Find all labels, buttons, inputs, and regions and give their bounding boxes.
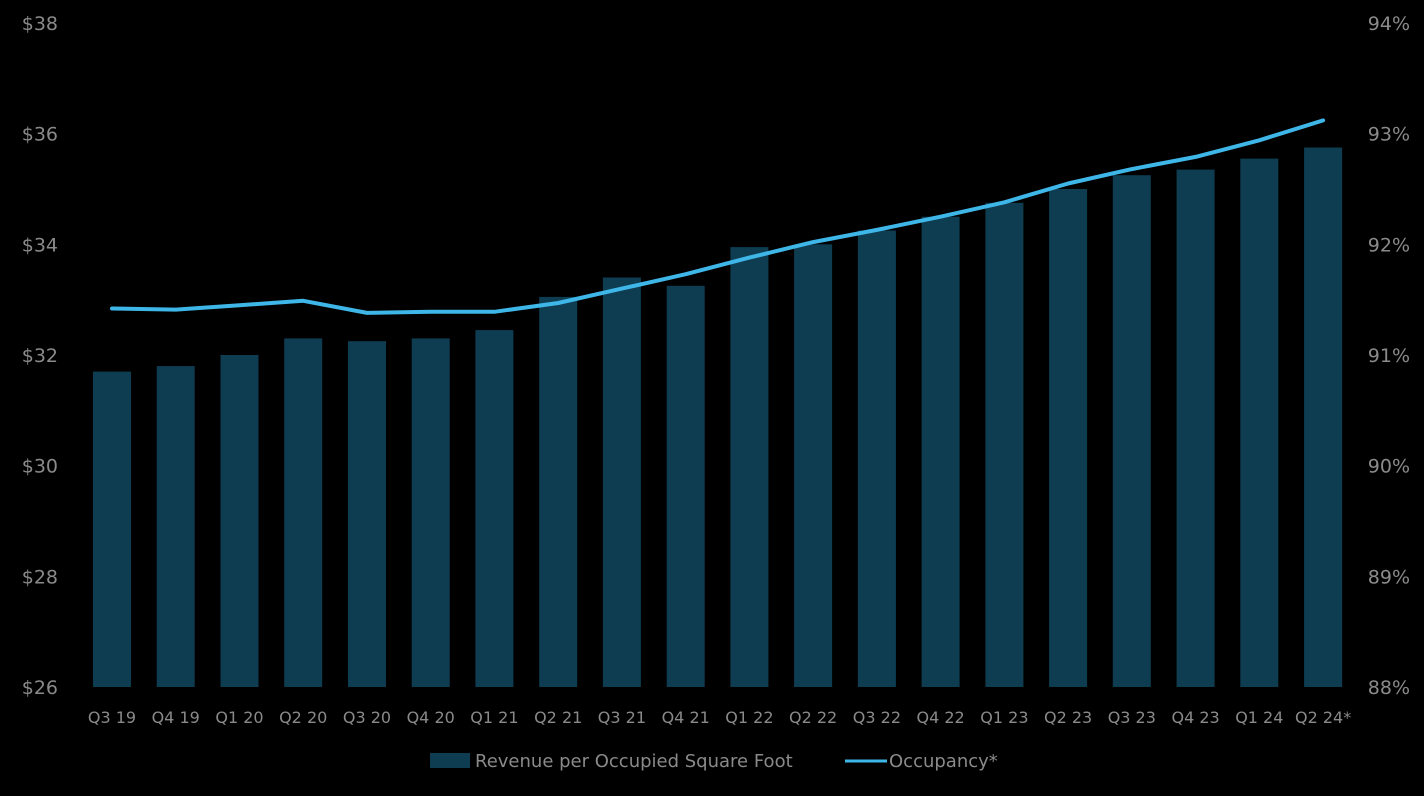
bar-q4-20	[412, 338, 450, 687]
bar-q3-19	[93, 372, 131, 687]
right-tick-label: 90%	[1368, 456, 1410, 478]
x-tick-label: Q4 20	[407, 708, 455, 727]
right-tick-label: 89%	[1368, 566, 1410, 588]
x-tick-label: Q4 21	[662, 708, 710, 727]
bar-q2-24	[1304, 148, 1342, 688]
x-tick-label: Q2 21	[534, 708, 582, 727]
bar-q1-21	[475, 330, 513, 687]
right-tick-label: 94%	[1368, 13, 1410, 35]
x-tick-label: Q1 21	[470, 708, 518, 727]
left-tick-label: $38	[22, 13, 58, 35]
left-tick-label: $36	[22, 124, 58, 146]
bar-q2-23	[1049, 189, 1087, 687]
bar-q1-22	[730, 247, 768, 687]
legend-label-revenue: Revenue per Occupied Square Foot	[475, 751, 793, 772]
x-tick-label: Q1 20	[215, 708, 263, 727]
bar-q4-19	[157, 366, 195, 687]
bar-q1-23	[985, 203, 1023, 687]
bar-q4-23	[1177, 170, 1215, 687]
x-tick-label: Q1 24	[1235, 708, 1283, 727]
left-tick-label: $30	[22, 456, 58, 478]
legend-label-occupancy: Occupancy*	[889, 751, 998, 772]
x-tick-label: Q2 20	[279, 708, 327, 727]
bar-q3-22	[858, 231, 896, 688]
left-axis: $26 $28 $30 $32 $34 $36 $38	[22, 13, 58, 699]
bar-q3-21	[603, 278, 641, 688]
right-tick-label: 88%	[1368, 677, 1410, 699]
x-tick-label: Q1 22	[725, 708, 773, 727]
legend-swatch-revenue	[430, 753, 470, 768]
x-tick-label: Q3 20	[343, 708, 391, 727]
x-tick-label: Q3 23	[1108, 708, 1156, 727]
right-tick-label: 92%	[1368, 234, 1410, 256]
x-tick-label: Q2 22	[789, 708, 837, 727]
bar-q2-21	[539, 297, 577, 687]
right-axis: 88% 89% 90% 91% 92% 93% 94%	[1368, 13, 1410, 699]
legend: Revenue per Occupied Square Foot Occupan…	[430, 751, 998, 772]
x-axis: Q3 19 Q4 19 Q1 20 Q2 20 Q3 20 Q4 20 Q1 21 Q2 21…	[88, 708, 1351, 727]
left-tick-label: $28	[22, 566, 58, 588]
left-tick-label: $34	[22, 234, 58, 256]
right-tick-label: 91%	[1368, 345, 1410, 367]
left-tick-label: $26	[22, 677, 58, 699]
bar-q2-22	[794, 244, 832, 687]
x-tick-label: Q3 21	[598, 708, 646, 727]
bars-layer	[93, 148, 1342, 688]
bar-q1-24	[1240, 159, 1278, 687]
x-tick-label: Q3 22	[853, 708, 901, 727]
x-tick-label: Q4 23	[1171, 708, 1219, 727]
x-tick-label: Q4 22	[916, 708, 964, 727]
right-tick-label: 93%	[1368, 124, 1410, 146]
x-tick-label: Q3 19	[88, 708, 136, 727]
bar-q1-20	[221, 355, 259, 687]
bar-q4-21	[667, 286, 705, 687]
x-tick-label: Q2 24*	[1295, 708, 1351, 727]
bar-q4-22	[922, 217, 960, 687]
bar-q3-23	[1113, 175, 1151, 687]
x-tick-label: Q4 19	[152, 708, 200, 727]
x-tick-label: Q1 23	[980, 708, 1028, 727]
bar-q3-20	[348, 341, 386, 687]
x-tick-label: Q2 23	[1044, 708, 1092, 727]
left-tick-label: $32	[22, 345, 58, 367]
bar-q2-20	[284, 338, 322, 687]
